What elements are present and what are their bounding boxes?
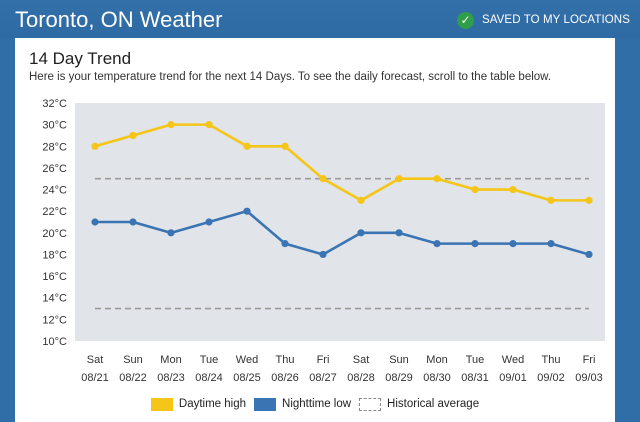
y-tick-label: 10°C <box>42 336 67 348</box>
y-tick-label: 12°C <box>42 314 67 326</box>
daytime-high-point[interactable] <box>509 185 517 194</box>
saved-locations-label: SAVED TO MY LOCATIONS <box>481 14 630 26</box>
x-tick-date: 08/31 <box>461 372 489 384</box>
x-tick-date: 08/24 <box>195 372 223 384</box>
x-tick-date: 08/22 <box>119 372 147 384</box>
daytime-high-point[interactable] <box>129 131 137 140</box>
nighttime-low-point[interactable] <box>167 229 175 237</box>
x-tick-day: Wed <box>502 354 524 366</box>
nighttime-low-line <box>95 209 590 256</box>
legend-daytime-high[interactable]: Daytime high <box>150 397 247 411</box>
daytime-high-point[interactable] <box>433 175 441 183</box>
y-tick-label: 16°C <box>42 271 67 283</box>
x-tick-date: 08/29 <box>385 372 413 384</box>
legend-label-high: Daytime high <box>178 398 247 410</box>
y-tick-label: 20°C <box>42 228 67 240</box>
x-tick-day: Thu <box>542 354 561 366</box>
y-tick-label: 26°C <box>42 163 67 175</box>
daytime-high-point[interactable] <box>281 142 289 150</box>
nighttime-low-point[interactable] <box>281 240 289 248</box>
x-tick-day: Mon <box>426 354 447 366</box>
daytime-high-point[interactable] <box>243 142 251 150</box>
x-tick-day: Fri <box>317 354 330 366</box>
legend-swatch-low <box>254 397 277 411</box>
y-tick-label: 30°C <box>42 120 67 132</box>
nighttime-low-point[interactable] <box>509 240 517 248</box>
card-title: 14 Day Trend <box>29 49 132 68</box>
x-tick-day: Sat <box>353 354 370 366</box>
daytime-high-point[interactable] <box>319 175 327 183</box>
daytime-high-point[interactable] <box>585 196 593 204</box>
nighttime-low-point[interactable] <box>585 250 593 259</box>
daytime-high-point[interactable] <box>547 196 555 204</box>
x-tick-date: 08/21 <box>81 372 109 384</box>
nighttime-low-point[interactable] <box>205 218 213 226</box>
legend-label-low: Nighttime low <box>282 398 352 410</box>
chart-legend: Daytime high Nighttime low Historical av… <box>15 395 615 413</box>
y-tick-label: 32°C <box>42 98 67 110</box>
nighttime-low-point[interactable] <box>243 207 251 215</box>
y-tick-label: 28°C <box>42 141 67 153</box>
x-tick-date: 09/03 <box>575 372 603 384</box>
nighttime-low-point[interactable] <box>433 240 441 248</box>
x-tick-date: 08/23 <box>157 372 185 384</box>
trend-chart: 10°C 12°C 14°C 16°C 18°C 20°C 22°C 24°C 26°C 28°C… <box>42 98 605 384</box>
x-tick-day: Mon <box>160 354 181 366</box>
y-tick-label: 22°C <box>42 206 67 218</box>
x-tick-date: 09/02 <box>537 372 565 384</box>
legend-historical-average[interactable]: Historical average <box>359 397 480 411</box>
x-tick-date: 09/01 <box>499 372 527 384</box>
header-bar: Toronto, ON Weather ✓ SAVED TO MY LOCATI… <box>0 0 640 38</box>
x-tick-day: Fri <box>583 354 596 366</box>
daytime-high-point[interactable] <box>167 121 175 129</box>
daytime-high-line <box>94 123 589 202</box>
nighttime-low-point[interactable] <box>395 229 403 237</box>
nighttime-low-point[interactable] <box>471 240 479 248</box>
daytime-high-point[interactable] <box>471 185 479 194</box>
x-tick-date: 08/25 <box>233 372 261 384</box>
x-tick-day: Tue <box>200 354 219 366</box>
legend-swatch-high <box>150 397 173 411</box>
daytime-high-point[interactable] <box>357 196 365 204</box>
legend-label-historical: Historical average <box>387 398 480 410</box>
nighttime-low-point[interactable] <box>357 229 365 237</box>
x-tick-date: 08/28 <box>347 372 375 384</box>
plot-area <box>75 103 605 341</box>
legend-nighttime-low[interactable]: Nighttime low <box>254 397 352 411</box>
daytime-high-point[interactable] <box>205 121 213 129</box>
nighttime-low-point[interactable] <box>547 240 555 248</box>
nighttime-low-point[interactable] <box>91 218 99 226</box>
x-tick-day: Tue <box>466 354 485 366</box>
x-tick-day: Sun <box>123 354 143 366</box>
legend-swatch-historical <box>359 397 382 411</box>
x-tick-date: 08/30 <box>423 372 451 384</box>
check-icon: ✓ <box>456 11 474 29</box>
nighttime-low-point[interactable] <box>129 218 137 226</box>
trend-card: 14 Day Trend Here is your temperature tr… <box>15 38 615 422</box>
page-title: Toronto, ON Weather <box>15 7 223 32</box>
nighttime-low-point[interactable] <box>319 250 327 259</box>
x-tick-day: Wed <box>236 354 258 366</box>
daytime-high-point[interactable] <box>91 142 99 150</box>
daytime-high-point[interactable] <box>395 175 403 183</box>
card-subtitle: Here is your temperature trend for the n… <box>29 71 552 83</box>
x-tick-date: 08/26 <box>271 372 299 384</box>
saved-locations-button[interactable]: ✓ SAVED TO MY LOCATIONS <box>456 10 630 30</box>
x-tick-day: Thu <box>276 354 295 366</box>
x-tick-day: Sat <box>87 354 104 366</box>
x-tick-day: Sun <box>389 354 409 366</box>
y-tick-label: 18°C <box>42 249 67 261</box>
x-tick-date: 08/27 <box>309 372 337 384</box>
y-tick-label: 24°C <box>42 185 67 197</box>
y-tick-label: 14°C <box>42 293 67 305</box>
